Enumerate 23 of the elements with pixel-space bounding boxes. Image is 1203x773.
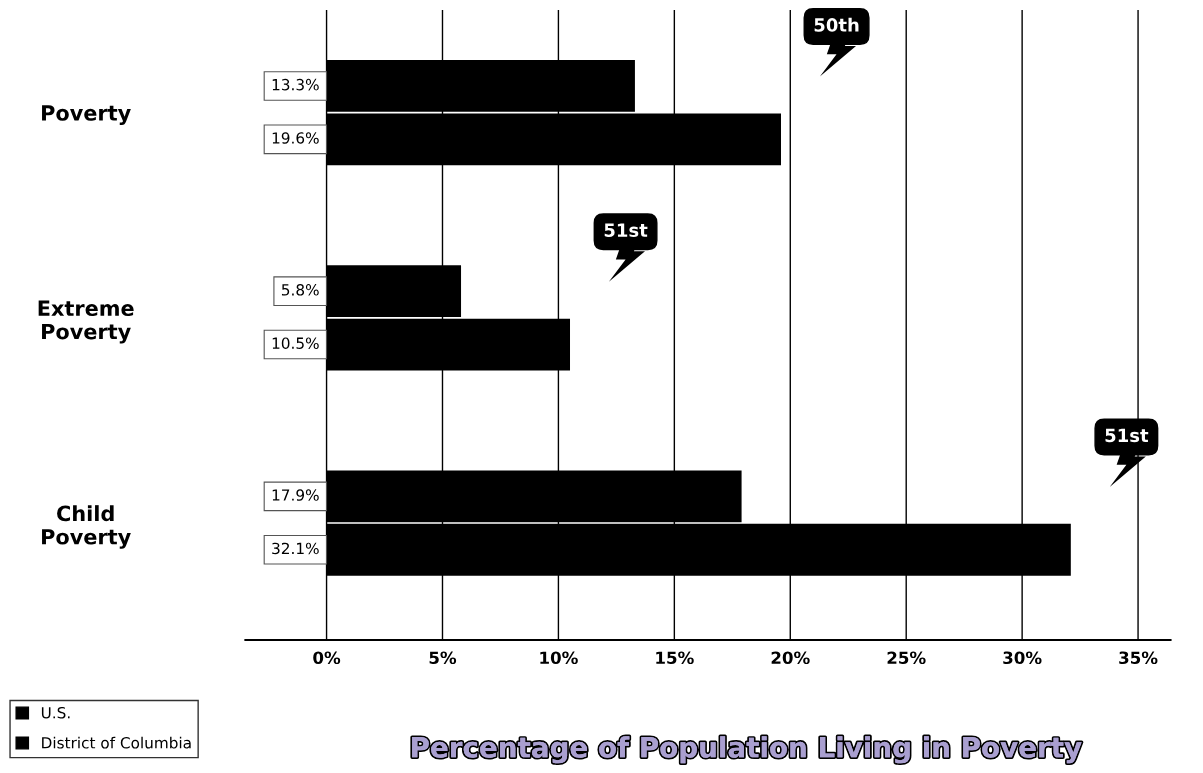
x-tick-label: 15% — [656, 651, 694, 665]
y-tick-label: Child Poverty — [42, 505, 131, 549]
data-label: 17.9% — [272, 489, 319, 501]
data-label: 13.3% — [272, 78, 319, 91]
annotation: 51st — [604, 223, 648, 237]
x-tick-label: 20% — [771, 651, 810, 665]
annotation: 50th — [814, 17, 859, 32]
x-tick-label: 30% — [1003, 651, 1042, 665]
data-label: 10.5% — [272, 337, 319, 349]
x-tick-label: 35% — [1119, 651, 1158, 665]
x-tick-label: 0% — [313, 651, 341, 665]
data-label: 5.8% — [281, 284, 319, 296]
text: Percentage of Population Living in Poverty — [412, 736, 1082, 764]
data-label: 32.1% — [272, 542, 319, 555]
x-tick-label: 5% — [429, 651, 457, 665]
data-label: 19.6% — [272, 132, 319, 144]
y-tick-label: Extreme Poverty — [38, 300, 134, 344]
x-tick-label: 10% — [540, 651, 578, 665]
annotation: 51st — [1105, 428, 1149, 443]
legend-label: U.S. — [41, 706, 70, 719]
legend-label: District of Columbia — [42, 736, 191, 749]
x-tick-label: 25% — [887, 651, 926, 665]
y-tick-label: Poverty — [42, 105, 131, 125]
